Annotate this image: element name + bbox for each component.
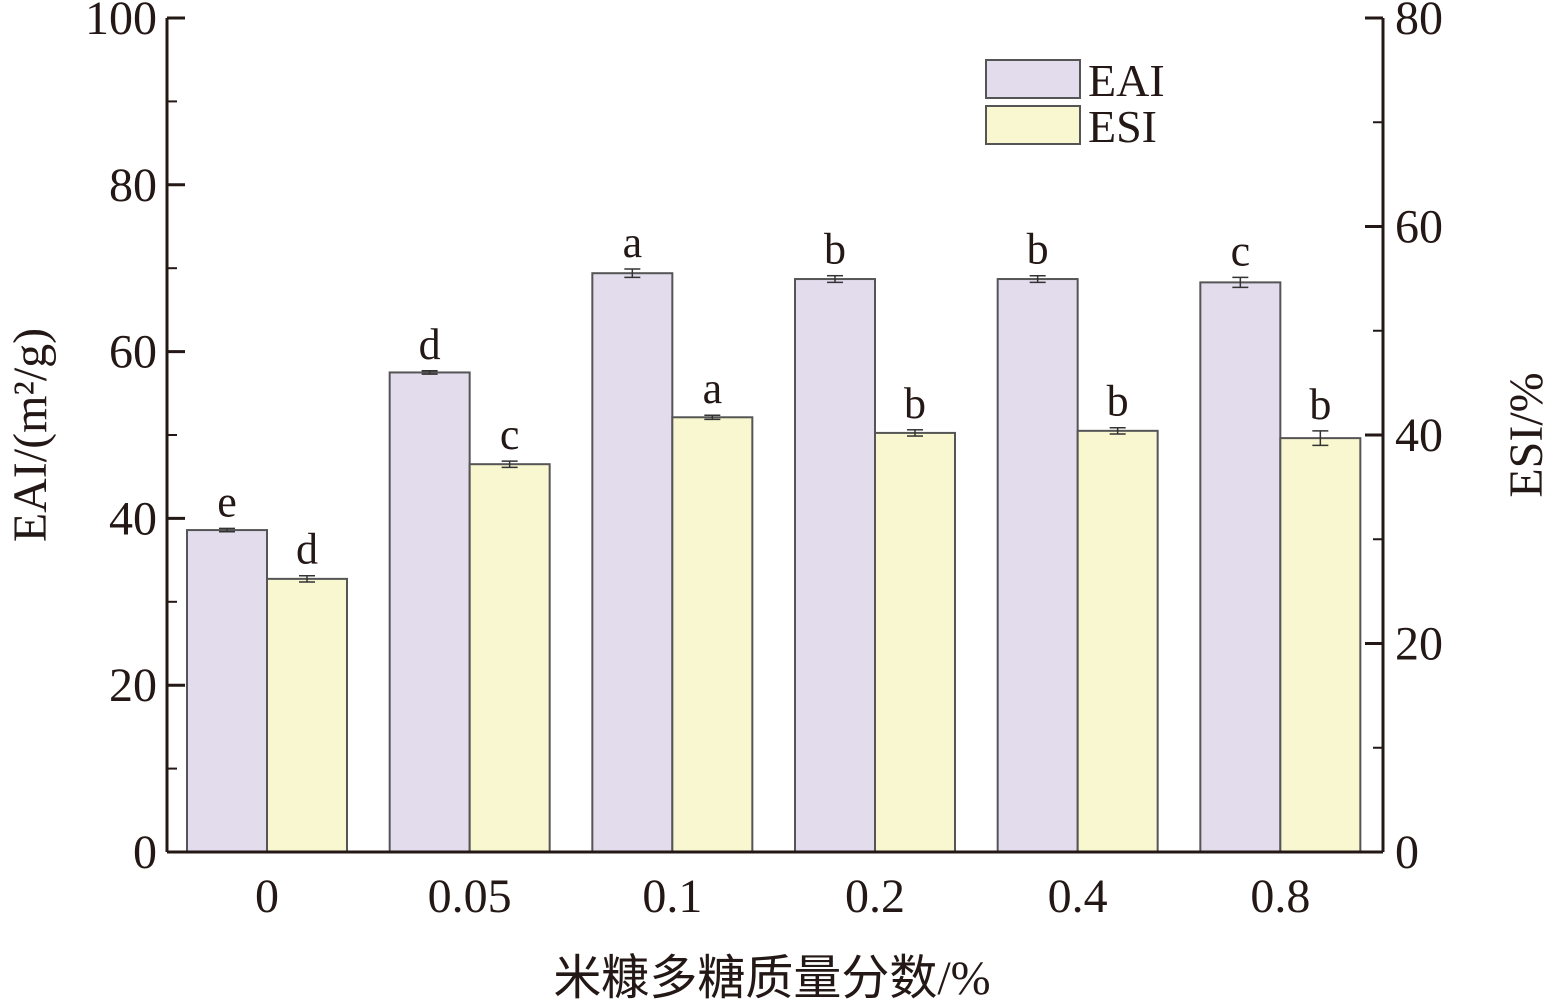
sig-letter-esi-2: a: [703, 364, 723, 413]
bar-esi-2: [671, 416, 754, 853]
bar-esi-1: [468, 463, 551, 853]
y-right-tick-label-0: 0: [1395, 826, 1419, 879]
bar-eai-4: [996, 278, 1079, 853]
y-left-tick-label-3: 60: [109, 326, 157, 379]
bar-eai-2: [591, 272, 674, 854]
x-tick-label-3: 0.2: [845, 870, 905, 923]
x-tick-label-5: 0.8: [1250, 870, 1310, 923]
y-axis-title-right: ESI/%: [1500, 372, 1545, 497]
x-axis-title: 米糠多糖质量分数/%: [553, 952, 990, 1001]
y-left-tick-label-4: 80: [109, 159, 157, 212]
bar-eai-1: [388, 371, 471, 853]
legend-swatch-esi: [985, 105, 1081, 145]
sig-letter-esi-0: d: [296, 525, 318, 574]
y-left-tick-label-1: 20: [109, 659, 157, 712]
y-axis-title-left: EAI/(m²/g): [4, 328, 57, 542]
x-tick-label-0: 0: [255, 870, 279, 923]
bar-eai-0: [186, 529, 268, 853]
bar-esi-4: [1076, 429, 1159, 853]
x-tick-label-1: 0.05: [428, 870, 512, 923]
y-right-tick-label-3: 60: [1395, 201, 1443, 254]
bar-esi-5: [1279, 437, 1362, 853]
legend-label-eai: EAI: [1088, 55, 1165, 106]
bar-eai-3: [794, 278, 876, 853]
sig-letter-esi-1: c: [500, 410, 520, 459]
sig-letter-eai-3: b: [824, 225, 846, 274]
legend: EAI ESI: [985, 55, 1165, 152]
sig-letter-esi-5: b: [1309, 380, 1331, 429]
sig-letter-esi-3: b: [904, 379, 926, 428]
sig-letter-eai-0: e: [217, 477, 237, 526]
bar-esi-3: [874, 431, 956, 853]
sig-letter-eai-5: c: [1231, 226, 1251, 275]
x-tick-label-4: 0.4: [1048, 870, 1108, 923]
y-right-tick-label-2: 40: [1395, 409, 1443, 462]
sig-letter-eai-2: a: [623, 218, 643, 267]
legend-swatch-eai: [985, 59, 1081, 99]
bar-eai-5: [1199, 281, 1282, 853]
sig-letter-esi-4: b: [1107, 377, 1129, 426]
y-right-tick-label-4: 80: [1395, 0, 1443, 45]
sig-letter-eai-4: b: [1027, 225, 1049, 274]
legend-label-esi: ESI: [1088, 101, 1157, 152]
bar-esi-0: [266, 577, 348, 853]
y-right-tick-label-1: 20: [1395, 618, 1443, 671]
x-tick-label-2: 0.1: [642, 870, 702, 923]
y-left-tick-label-5: 100: [85, 0, 157, 45]
sig-letter-eai-1: d: [419, 320, 441, 369]
y-left-tick-label-0: 0: [133, 826, 157, 879]
y-left-tick-label-2: 40: [109, 492, 157, 545]
